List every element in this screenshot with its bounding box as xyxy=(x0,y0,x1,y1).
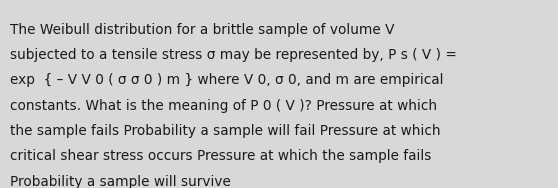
Text: the sample fails Probability a sample will fail Pressure at which: the sample fails Probability a sample wi… xyxy=(10,124,441,138)
Text: The Weibull distribution for a brittle sample of volume V: The Weibull distribution for a brittle s… xyxy=(10,23,395,36)
Text: subjected to a tensile stress σ may be represented by, P s ( V ) =: subjected to a tensile stress σ may be r… xyxy=(10,48,457,62)
Text: Probability a sample will survive: Probability a sample will survive xyxy=(10,175,231,188)
Text: exp  { – V V 0 ( σ σ 0 ) m } where V 0, σ 0, and m are empirical: exp { – V V 0 ( σ σ 0 ) m } where V 0, σ… xyxy=(10,73,444,87)
Text: critical shear stress occurs Pressure at which the sample fails: critical shear stress occurs Pressure at… xyxy=(10,149,431,163)
Text: constants. What is the meaning of P 0 ( V )? Pressure at which: constants. What is the meaning of P 0 ( … xyxy=(10,99,437,113)
